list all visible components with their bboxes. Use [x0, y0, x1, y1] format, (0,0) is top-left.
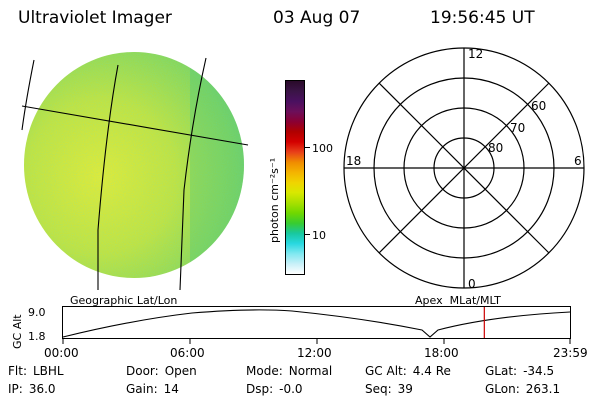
mlt-label-bottom: 0 — [468, 277, 476, 291]
mlat-label: 70 — [510, 121, 525, 135]
mlt-label-right: 6 — [574, 154, 582, 168]
color-scale-bar — [285, 80, 305, 275]
info-filter: Flt: LBHL — [8, 364, 64, 378]
colorbar-tick-label: 10 — [312, 229, 326, 242]
meridian-line — [378, 82, 550, 254]
colorbar-unit-label: photon cm⁻²s⁻¹ — [268, 157, 281, 243]
colorbar-tick — [305, 147, 310, 148]
longitude-line — [179, 57, 207, 290]
timeline-frame — [62, 306, 571, 339]
timeline-tick-label: 00:00 — [44, 346, 79, 360]
info-sequence: Seq: 39 — [365, 382, 413, 396]
observation-time: 19:56:45 UT — [430, 8, 535, 28]
mlat-label: 80 — [488, 141, 503, 155]
app-title: Ultraviolet Imager — [18, 8, 172, 28]
longitude-line — [21, 59, 35, 131]
timeline-y-max: 9.0 — [28, 306, 46, 319]
timeline-tick-label: 18:00 — [424, 346, 459, 360]
timeline-tick-label: 23:59 — [553, 346, 588, 360]
apex-grid-label: Apex MLat/MLT — [415, 294, 501, 307]
geographic-grid-label: Geographic Lat/Lon — [70, 294, 178, 307]
auroral-image — [21, 52, 249, 290]
info-dsp: Dsp: -0.0 — [246, 382, 303, 396]
info-gc-altitude: GC Alt: 4.4 Re — [365, 364, 451, 378]
mlat-label: 60 — [531, 99, 546, 113]
longitude-line — [97, 64, 119, 290]
altitude-curve — [62, 309, 571, 338]
info-door: Door: Open — [126, 364, 197, 378]
info-ip: IP: 36.0 — [8, 382, 56, 396]
info-mode: Mode: Normal — [246, 364, 333, 378]
geographic-grid — [21, 57, 249, 290]
colorbar-tick-label: 100 — [312, 142, 333, 155]
timeline-tick-label: 12:00 — [297, 346, 332, 360]
timeline-axis-title: GC Alt — [11, 314, 24, 349]
info-geographic-latitude: GLat: -34.5 — [485, 364, 555, 378]
colorbar-tick — [305, 234, 310, 235]
timeline-y-min: 1.8 — [28, 330, 46, 343]
observation-date: 03 Aug 07 — [273, 8, 361, 28]
altitude-timeline-plot — [62, 306, 571, 344]
latitude-line — [21, 105, 249, 146]
polar-mlt-plot: 12 18 6 0 60 70 80 — [343, 47, 585, 291]
mlt-label-left: 18 — [346, 154, 361, 168]
info-geographic-longitude: GLon: 263.1 — [485, 382, 561, 396]
mlt-label-top: 12 — [468, 47, 483, 61]
color-scale-gradient — [286, 81, 304, 274]
info-gain: Gain: 14 — [126, 382, 179, 396]
timeline-tick-label: 06:00 — [170, 346, 205, 360]
